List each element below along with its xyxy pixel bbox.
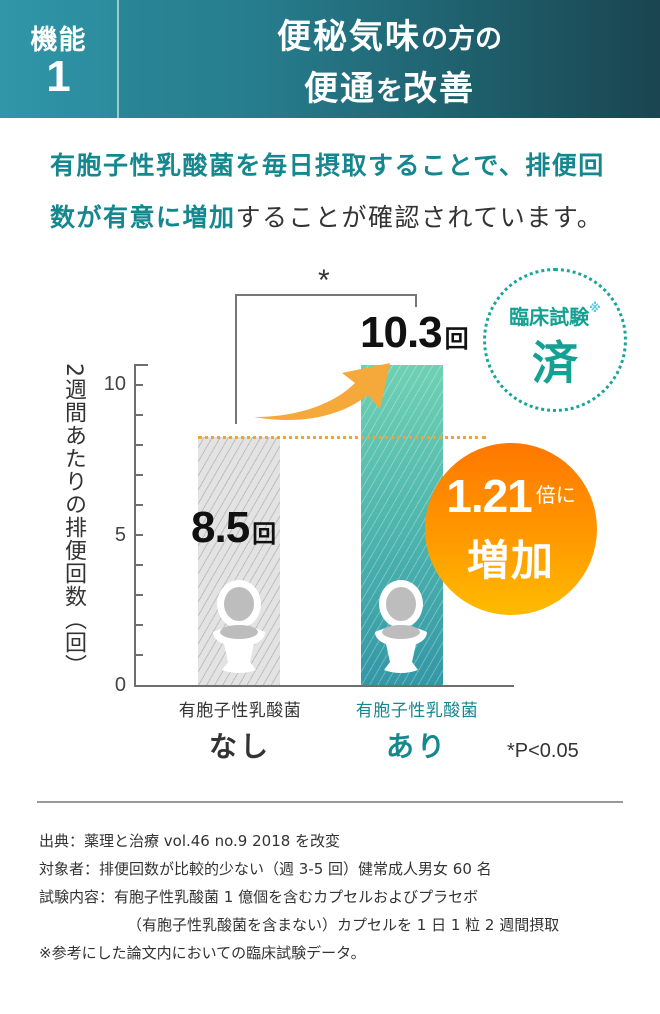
lead-text: 有胞子性乳酸菌を毎日摂取することで、排便回数が有意に増加することが確認されていま… (50, 140, 620, 244)
y-axis-label: 2週間あたりの排便回数（回） (61, 363, 86, 677)
clinical-note-mark: ※ (589, 301, 601, 315)
p-value-note: *P<0.05 (507, 740, 579, 762)
y-tick-mark (136, 594, 143, 596)
significance-bracket-left (235, 294, 417, 424)
clinical-trial-badge: 臨床試験※ 済 (483, 268, 627, 412)
y-tick-mark (136, 444, 143, 446)
significance-star: * (318, 264, 330, 297)
increase-ratio: 1.21 (446, 470, 533, 522)
increase-badge: 1.21 倍に 増加 (425, 443, 597, 615)
increase-arrow-icon (254, 363, 390, 421)
feature-badge-number: 1 (46, 52, 71, 101)
y-tick-10: 10 (103, 373, 126, 395)
bowel-movement-chart: 2週間あたりの排便回数（回） 10 5 0 * 8.5 回 10.3 回 (0, 260, 660, 790)
category-label-without: 有胞子性乳酸菌 なし (150, 696, 330, 765)
footnotes: 出典：薬理と治療 vol.46 no.9 2018 を改変 対象者：排便回数が比… (39, 827, 639, 967)
value-label-without: 8.5 回 (191, 503, 277, 552)
category-label-line2: なし (208, 730, 271, 763)
title-line2-a: 便通 (304, 69, 376, 109)
feature-header: 機能 1 便秘気味の方の 便通を改善 (0, 0, 660, 118)
category-label-with: 有胞子性乳酸菌 あり (327, 696, 507, 765)
y-tick-mark (136, 654, 143, 656)
feature-title: 便秘気味の方の 便通を改善 (119, 14, 660, 118)
footnote-divider (37, 801, 623, 803)
footnote-subjects: 対象者：排便回数が比較的少ない（週 3-5 回）健常成人男女 60 名 (39, 860, 492, 878)
increase-unit: 倍に (535, 483, 576, 507)
toilet-icon (375, 580, 427, 673)
y-tick-mark (136, 504, 143, 506)
category-label-line1: 有胞子性乳酸菌 (355, 701, 479, 721)
footnote-note: ※参考にした論文内においての臨床試験データ。 (39, 944, 366, 962)
feature-badge: 機能 1 (0, 0, 117, 118)
title-line2-c: 改善 (403, 69, 475, 109)
footnote-method-cont: （有胞子性乳酸菌を含まない）カプセルを 1 日 1 粒 2 週間摂取 (127, 916, 560, 934)
y-tick-0: 0 (114, 674, 126, 696)
lead-plain: することが確認されています。 (235, 203, 604, 232)
increase-text: 増加 (466, 536, 555, 585)
clinical-trial-label: 臨床試験 (509, 305, 590, 329)
footnote-source: 出典：薬理と治療 vol.46 no.9 2018 を改変 (39, 832, 341, 850)
y-tick-5: 5 (114, 524, 126, 546)
y-tick-mark (136, 384, 143, 386)
x-axis (134, 685, 514, 687)
significance-bracket-right (415, 294, 417, 307)
y-axis (134, 364, 136, 687)
toilet-icon (213, 580, 265, 673)
clinical-trial-done: 済 (532, 336, 578, 390)
feature-badge-label: 機能 (30, 25, 87, 56)
y-tick-mark (136, 414, 143, 416)
category-label-line2: あり (385, 730, 448, 763)
header-divider (117, 0, 119, 118)
y-tick-mark (136, 474, 143, 476)
value-label-with: 10.3 回 (360, 308, 469, 357)
y-axis-cap (134, 364, 148, 366)
category-label-line1: 有胞子性乳酸菌 (178, 701, 302, 721)
lead-highlight: 有胞子性乳酸菌を毎日摂取することで、排便回数が有意に増加 (50, 151, 605, 232)
y-tick-mark (136, 624, 143, 626)
reference-line (198, 436, 486, 439)
title-line2-b: を (376, 76, 403, 107)
y-tick-mark (136, 534, 143, 536)
y-tick-mark (136, 564, 143, 566)
title-line1-sub: の方の (421, 24, 502, 55)
footnote-method: 試験内容：有胞子性乳酸菌 1 億個を含むカプセルおよびプラセボ (39, 888, 479, 906)
title-line1-main: 便秘気味 (277, 17, 421, 57)
